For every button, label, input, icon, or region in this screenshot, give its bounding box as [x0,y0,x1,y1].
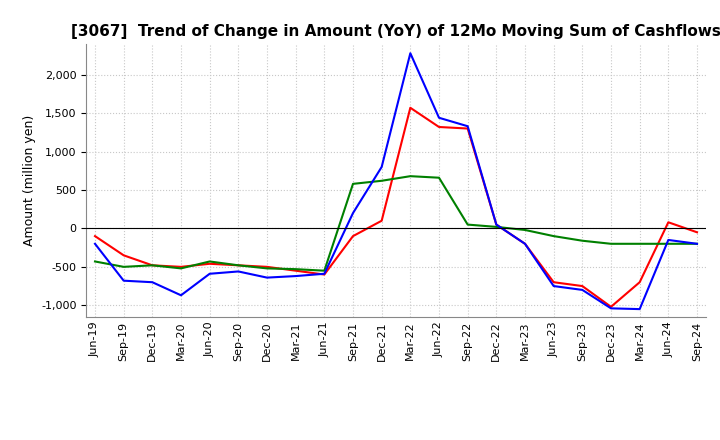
Free Cashflow [464,124,472,129]
Investing Cashflow [607,241,616,246]
Investing Cashflow [234,263,243,268]
Free Cashflow [435,115,444,121]
Free Cashflow [521,241,529,246]
Free Cashflow [320,271,328,276]
Investing Cashflow [263,266,271,271]
Line: Operating Cashflow: Operating Cashflow [95,108,697,307]
Free Cashflow [292,273,300,279]
Operating Cashflow [464,126,472,131]
Free Cashflow [549,283,558,289]
Free Cashflow [635,307,644,312]
Investing Cashflow [91,259,99,264]
Investing Cashflow [435,175,444,180]
Title: [3067]  Trend of Change in Amount (YoY) of 12Mo Moving Sum of Cashflows: [3067] Trend of Change in Amount (YoY) o… [71,24,720,39]
Investing Cashflow [292,267,300,272]
Investing Cashflow [549,234,558,239]
Operating Cashflow [377,218,386,224]
Free Cashflow [693,241,701,246]
Free Cashflow [377,164,386,169]
Investing Cashflow [464,222,472,227]
Line: Investing Cashflow: Investing Cashflow [95,176,697,271]
Investing Cashflow [406,173,415,179]
Investing Cashflow [205,259,214,264]
Investing Cashflow [348,181,357,187]
Operating Cashflow [549,279,558,285]
Investing Cashflow [120,264,128,269]
Investing Cashflow [492,224,500,230]
Free Cashflow [176,293,185,298]
Free Cashflow [607,306,616,311]
Operating Cashflow [435,125,444,130]
Operating Cashflow [148,263,157,268]
Investing Cashflow [664,241,672,246]
Operating Cashflow [607,304,616,309]
Free Cashflow [120,278,128,283]
Investing Cashflow [635,241,644,246]
Free Cashflow [148,279,157,285]
Operating Cashflow [205,261,214,266]
Operating Cashflow [492,222,500,227]
Free Cashflow [578,287,587,293]
Operating Cashflow [635,279,644,285]
Operating Cashflow [176,264,185,269]
Operating Cashflow [320,272,328,277]
Operating Cashflow [578,283,587,289]
Investing Cashflow [693,241,701,246]
Free Cashflow [492,222,500,227]
Investing Cashflow [377,178,386,183]
Investing Cashflow [148,263,157,268]
Operating Cashflow [406,105,415,110]
Operating Cashflow [91,234,99,239]
Free Cashflow [205,271,214,276]
Operating Cashflow [292,268,300,273]
Line: Free Cashflow: Free Cashflow [95,53,697,309]
Operating Cashflow [348,234,357,239]
Investing Cashflow [521,227,529,233]
Investing Cashflow [320,268,328,273]
Investing Cashflow [176,266,185,271]
Free Cashflow [406,51,415,56]
Operating Cashflow [521,241,529,246]
Y-axis label: Amount (million yen): Amount (million yen) [22,115,35,246]
Free Cashflow [263,275,271,280]
Free Cashflow [664,237,672,242]
Operating Cashflow [664,220,672,225]
Operating Cashflow [263,264,271,269]
Operating Cashflow [234,263,243,268]
Free Cashflow [91,241,99,246]
Investing Cashflow [578,238,587,243]
Operating Cashflow [120,253,128,258]
Operating Cashflow [693,230,701,235]
Free Cashflow [348,210,357,216]
Free Cashflow [234,269,243,274]
